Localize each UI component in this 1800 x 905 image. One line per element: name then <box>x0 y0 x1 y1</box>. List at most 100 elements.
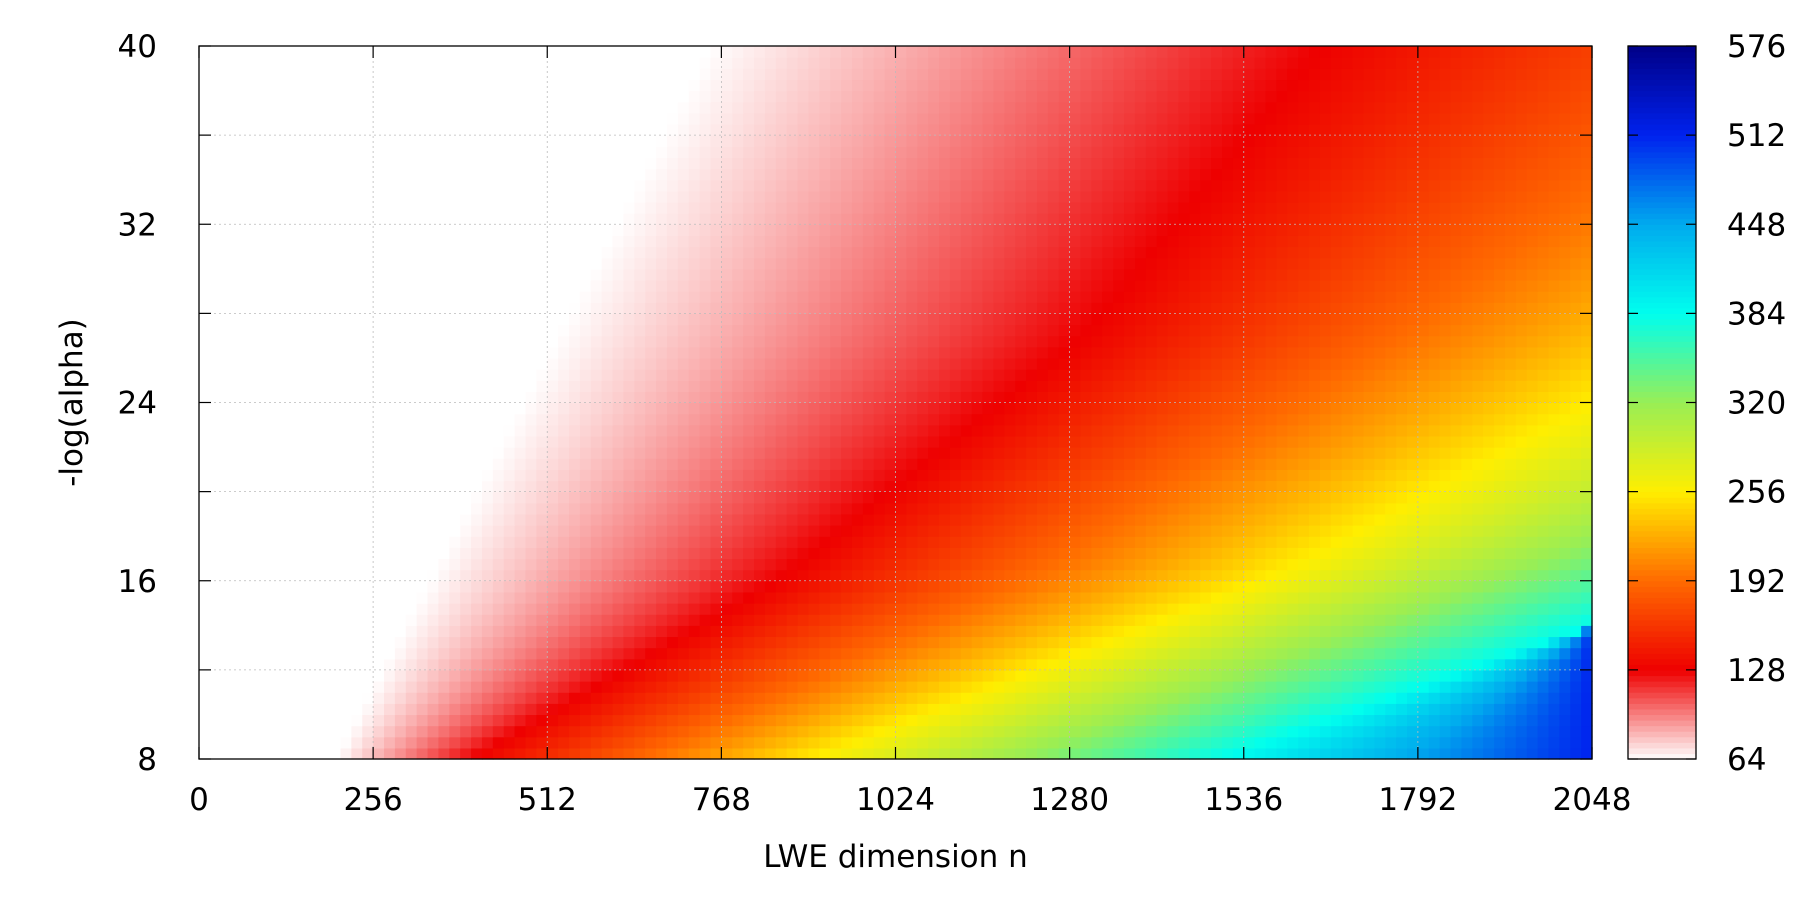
heatmap-cell <box>906 681 918 693</box>
heatmap-cell <box>1581 703 1593 716</box>
heatmap-cell <box>1319 614 1332 626</box>
heatmap-cell <box>1102 435 1114 448</box>
heatmap-cell <box>1472 491 1484 504</box>
heatmap-cell <box>862 380 875 392</box>
heatmap-cell <box>231 324 244 337</box>
heatmap-cell <box>1385 335 1397 348</box>
heatmap-cell <box>199 669 211 682</box>
heatmap-cell <box>1341 725 1354 738</box>
heatmap-cell <box>242 413 255 426</box>
heatmap-cell <box>579 502 592 515</box>
heatmap-cell <box>1319 480 1332 493</box>
heatmap-cell <box>732 369 744 381</box>
heatmap-cell <box>1363 491 1375 504</box>
heatmap-cell <box>1385 692 1397 704</box>
heatmap-cell <box>1298 625 1310 638</box>
heatmap-cell <box>699 603 712 615</box>
heatmap-cell <box>949 703 962 716</box>
heatmap-cell <box>340 324 352 337</box>
heatmap-cell <box>677 502 690 515</box>
heatmap-cell <box>492 435 505 448</box>
heatmap-cell <box>1515 725 1528 738</box>
heatmap-cell <box>1254 636 1267 649</box>
heatmap-cell <box>1319 458 1332 470</box>
heatmap-cell <box>786 536 799 548</box>
heatmap-cell <box>993 736 1005 749</box>
heatmap-cell <box>1330 703 1343 716</box>
heatmap-cell <box>895 480 907 493</box>
heatmap-cell <box>1385 747 1397 760</box>
heatmap-cell <box>275 402 287 415</box>
heatmap-cell <box>797 413 810 426</box>
heatmap-cell <box>797 692 810 704</box>
heatmap-cell <box>862 357 875 370</box>
heatmap-cell <box>1058 669 1071 682</box>
heatmap-cell <box>1113 625 1125 638</box>
heatmap-cell <box>1124 458 1136 470</box>
heatmap-cell <box>318 614 331 626</box>
heatmap-cell <box>590 625 603 638</box>
heatmap-cell <box>1483 491 1495 504</box>
heatmap-cell <box>1428 413 1441 426</box>
heatmap-cell <box>286 736 298 749</box>
heatmap-cell <box>492 391 505 404</box>
heatmap-cell <box>645 603 657 615</box>
heatmap-cell <box>1080 469 1092 482</box>
heatmap-cell <box>405 747 418 760</box>
heatmap-cell <box>1483 346 1495 359</box>
heatmap-cell <box>1396 335 1408 348</box>
heatmap-cell <box>373 380 385 392</box>
heatmap-cell <box>830 669 842 682</box>
heatmap-cell <box>220 324 233 337</box>
heatmap-cell <box>612 513 625 526</box>
heatmap-cell <box>449 547 461 560</box>
heatmap-cell <box>1178 369 1190 381</box>
heatmap-cell <box>1417 558 1430 571</box>
heatmap-cell <box>1265 692 1277 704</box>
heatmap-cell <box>1417 614 1430 626</box>
heatmap-cell <box>710 458 722 470</box>
heatmap-cell <box>264 614 276 626</box>
heatmap-cell <box>884 692 897 704</box>
heatmap-cell <box>1189 558 1201 571</box>
heatmap-cell <box>536 447 548 459</box>
heatmap-cell <box>340 513 352 526</box>
heatmap-cell <box>471 692 483 704</box>
heatmap-cell <box>634 614 646 626</box>
heatmap-cell <box>1058 725 1071 738</box>
heatmap-cell <box>471 513 483 526</box>
heatmap-cell <box>569 591 581 604</box>
heatmap-cell <box>1472 413 1484 426</box>
heatmap-cell <box>1091 413 1103 426</box>
heatmap-cell <box>199 402 211 415</box>
heatmap-cell <box>1352 346 1365 359</box>
heatmap-cell <box>1559 703 1571 716</box>
heatmap-cell <box>1483 513 1495 526</box>
heatmap-cell <box>1504 725 1517 738</box>
heatmap-cell <box>1406 469 1419 482</box>
heatmap-cell <box>819 569 831 582</box>
heatmap-cell <box>199 313 211 326</box>
heatmap-cell <box>982 547 995 560</box>
heatmap-cell <box>209 413 222 426</box>
heatmap-cell <box>503 625 516 638</box>
heatmap-cell <box>1287 603 1299 615</box>
heatmap-cell <box>797 736 810 749</box>
heatmap-cell <box>1134 714 1147 727</box>
heatmap-cell <box>917 447 929 459</box>
heatmap-cell <box>1309 747 1321 760</box>
heatmap-cell <box>1570 513 1582 526</box>
heatmap-cell <box>1515 346 1528 359</box>
heatmap-cell <box>1102 614 1114 626</box>
heatmap-cell <box>1309 324 1321 337</box>
heatmap-cell <box>1472 658 1484 671</box>
heatmap-cell <box>710 513 722 526</box>
heatmap-cell <box>993 669 1005 682</box>
heatmap-cell <box>1069 369 1082 381</box>
heatmap-cell <box>231 491 244 504</box>
heatmap-cell <box>1221 580 1234 593</box>
heatmap-cell <box>656 536 668 548</box>
heatmap-cell <box>851 692 864 704</box>
heatmap-cell <box>873 525 886 537</box>
heatmap-cell <box>558 558 570 571</box>
